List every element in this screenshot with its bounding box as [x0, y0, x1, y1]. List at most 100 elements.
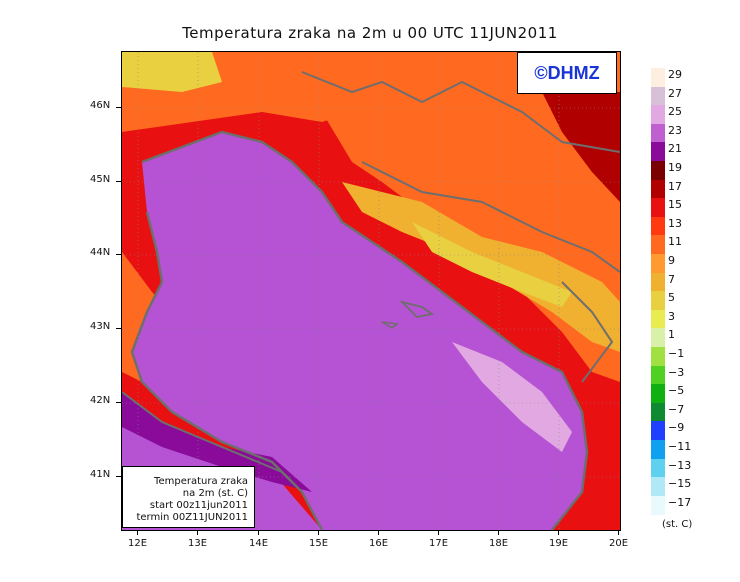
legend-swatch [651, 495, 665, 515]
legend-label: −13 [668, 458, 692, 472]
lon-label: 15E [309, 538, 329, 549]
legend-swatch [651, 216, 665, 236]
border-north [301, 71, 620, 153]
legend-swatch [651, 254, 665, 274]
lat-tick [116, 476, 121, 477]
legend-label: −15 [668, 477, 692, 491]
lat-label: 45N [90, 174, 111, 185]
legend-label: −1 [668, 347, 685, 360]
lon-label: 17E [429, 538, 449, 549]
lat-label: 41N [90, 469, 111, 480]
legend-label: 25 [668, 105, 682, 119]
lat-tick [116, 254, 121, 255]
info-box: Temperatura zraka na 2m (st. C) start 00… [122, 466, 255, 528]
east-dark-zone [542, 92, 620, 202]
legend-label: 13 [668, 216, 682, 230]
info-line-1: Temperatura zraka [154, 476, 248, 487]
deep-sea-edge [122, 392, 312, 492]
legend-swatch [651, 365, 665, 385]
legend-swatch [651, 477, 665, 497]
lon-label: 19E [549, 538, 569, 549]
info-line-3: start 00z11jun2011 [149, 500, 248, 511]
legend-label: 7 [668, 272, 675, 286]
dhmz-copyright: ©DHMZ [517, 52, 617, 94]
legend-label: 17 [668, 179, 682, 193]
legend-label: 27 [668, 86, 682, 100]
legend-label: −17 [668, 495, 692, 509]
legend-swatch [651, 235, 665, 255]
lon-tick [378, 530, 379, 535]
warm-sea-patch [452, 342, 572, 452]
legend-swatch [651, 105, 665, 125]
legend-swatch [651, 384, 665, 404]
legend-swatch [651, 347, 665, 367]
legend-unit: (st. C) [662, 519, 693, 530]
legend-swatch [651, 272, 665, 292]
legend-label: −9 [668, 421, 685, 435]
legend-swatch [651, 421, 665, 441]
temperature-map [121, 51, 621, 531]
lat-tick [116, 107, 121, 108]
lon-tick [558, 530, 559, 535]
legend-swatch [651, 68, 665, 88]
coastline-east [141, 130, 589, 530]
legend-swatch [651, 179, 665, 199]
lon-tick [438, 530, 439, 535]
lon-label: 20E [609, 538, 629, 549]
legend-label: 21 [668, 142, 682, 156]
legend-swatch [651, 123, 665, 143]
border-croatia [361, 161, 620, 273]
lon-label: 18E [489, 538, 509, 549]
lat-tick [116, 328, 121, 329]
legend-label: 11 [668, 235, 682, 249]
info-line-2: na 2m (st. C) [182, 488, 248, 499]
legend-swatch [651, 402, 665, 422]
adriatic-sea [132, 132, 587, 530]
legend-swatch [651, 309, 665, 329]
lat-label: 44N [90, 247, 111, 258]
legend-swatch [651, 440, 665, 460]
border-east [561, 281, 614, 383]
lat-label: 46N [90, 100, 111, 111]
lat-label: 42N [90, 395, 111, 406]
lon-tick [498, 530, 499, 535]
lon-tick [318, 530, 319, 535]
legend-label: 19 [668, 161, 682, 174]
legend-swatch [651, 291, 665, 311]
lon-tick [258, 530, 259, 535]
info-line-4: termin 00Z11JUN2011 [136, 512, 248, 523]
legend-label: 29 [668, 68, 682, 81]
lon-tick [137, 530, 138, 535]
legend-swatch [651, 328, 665, 348]
legend-label: 15 [668, 198, 682, 212]
lon-label: 16E [369, 538, 389, 549]
legend-swatch [651, 198, 665, 218]
legend-label: 5 [668, 291, 675, 305]
legend-label: −11 [668, 440, 692, 453]
lat-tick [116, 181, 121, 182]
lon-label: 12E [128, 538, 148, 549]
legend-label: −3 [668, 365, 685, 379]
legend-swatch [651, 458, 665, 478]
temperature-field [122, 52, 620, 530]
legend-label: 1 [668, 328, 675, 342]
legend-swatch [651, 142, 665, 162]
lon-label: 13E [188, 538, 208, 549]
legend-label: −5 [668, 384, 685, 398]
legend-label: 9 [668, 254, 675, 267]
island-1 [399, 300, 435, 318]
inland-cool-zone [412, 222, 572, 307]
legend-swatch [651, 161, 665, 181]
coastline-south [122, 391, 283, 473]
legend-label: −7 [668, 402, 685, 416]
lon-tick [197, 530, 198, 535]
alpine-cool-zone [122, 52, 222, 92]
map-title: Temperatura zraka na 2m u 00 UTC 11JUN20… [182, 24, 558, 42]
legend-label: 23 [668, 123, 682, 137]
lon-tick [618, 530, 619, 535]
island-2 [381, 321, 399, 329]
legend-label: 3 [668, 309, 675, 323]
legend-swatch [651, 86, 665, 106]
lat-label: 43N [90, 321, 111, 332]
lat-tick [116, 402, 121, 403]
